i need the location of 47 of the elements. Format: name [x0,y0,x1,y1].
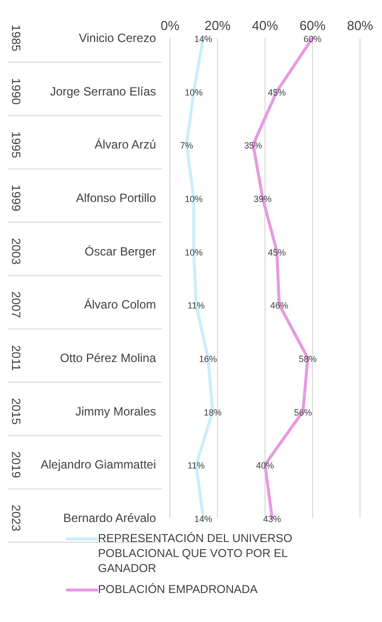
data-label: 16% [198,354,218,364]
data-label: 10% [184,247,203,258]
text: 2019 [9,451,23,478]
y-tick-label: Alejandro Giammattei [40,458,156,472]
text: 2015 [9,398,23,426]
data-label: 10% [184,87,203,98]
x-tick-label: 80% [346,18,374,33]
data-label: 45% [268,247,286,258]
y-tick-label: Alfonso Portillo [76,191,156,205]
text: 1999 [9,184,23,212]
text: 1985 [9,24,23,52]
x-tick-label: 40% [252,18,278,33]
data-label: 40% [256,460,274,471]
y-tick-label: Jimmy Morales [75,404,156,418]
legend-label: REPRESENTACIÓN DEL UNIVERSO POBLACIONAL QUE VOTO POR EL GANADOR [98,532,294,577]
x-tick-label: 0% [160,18,180,33]
text: 1990 [9,78,23,106]
text: 1995 [9,131,23,158]
data-label: 39% [254,194,272,204]
data-label: 18% [204,407,222,418]
data-label: 7% [180,140,194,151]
data-label: 46% [270,300,288,311]
y-tick-label: Jorge Serrano Elías [50,84,156,98]
data-label: 58% [298,354,317,364]
data-label: 11% [187,300,205,311]
data-label: 35% [244,140,262,151]
text: 2023 [9,504,23,532]
x-tick-label: 60% [299,18,326,33]
data-label: 56% [294,407,312,418]
y-tick-label: Otto Pérez Molina [60,351,156,365]
y-tick-label: Álvaro Arzú [94,138,156,152]
data-label: 11% [187,460,205,471]
x-tick-label: 20% [204,18,231,33]
text: 2007 [9,291,23,318]
y-tick-label: Álvaro Colom [84,298,156,312]
data-label: 60% [303,34,322,44]
data-label: 10% [184,194,203,204]
legend-label: POBLACIÓN EMPADRONADA [98,583,259,598]
y-tick-label: Vinicio Cerezo [78,31,156,45]
text: 2011 [9,345,23,372]
data-label: 14% [194,34,212,44]
y-tick-label: Bernardo Arévalo [63,511,156,525]
text: 2003 [9,238,23,266]
data-label: 45% [268,87,286,98]
y-tick-label: Óscar Berger [84,244,156,258]
data-label: 43% [263,514,282,524]
data-label: 14% [194,514,212,524]
